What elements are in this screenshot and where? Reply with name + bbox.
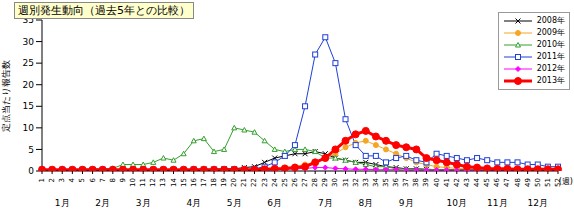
svg-text:27: 27 xyxy=(301,178,309,187)
svg-text:25: 25 xyxy=(23,58,34,68)
svg-text:15: 15 xyxy=(180,178,188,187)
svg-text:6月: 6月 xyxy=(267,198,282,208)
svg-text:24: 24 xyxy=(271,177,279,186)
svg-text:41: 41 xyxy=(443,178,451,187)
svg-text:28: 28 xyxy=(311,178,319,187)
svg-text:8: 8 xyxy=(109,178,117,182)
svg-text:5: 5 xyxy=(78,178,86,182)
svg-text:16: 16 xyxy=(190,177,198,186)
svg-text:47: 47 xyxy=(503,178,511,187)
svg-text:39: 39 xyxy=(422,178,430,187)
svg-text:0: 0 xyxy=(28,166,34,176)
svg-text:8月: 8月 xyxy=(358,198,373,208)
svg-text:12月: 12月 xyxy=(528,198,548,208)
svg-text:25: 25 xyxy=(281,178,289,187)
svg-text:40: 40 xyxy=(433,178,441,187)
svg-text:49: 49 xyxy=(524,178,532,187)
svg-text:18: 18 xyxy=(210,178,218,187)
svg-text:13: 13 xyxy=(159,178,167,187)
svg-text:10: 10 xyxy=(129,178,137,187)
svg-text:26: 26 xyxy=(291,177,299,186)
svg-text:29: 29 xyxy=(321,178,329,187)
svg-text:36: 36 xyxy=(392,177,400,186)
svg-text:50: 50 xyxy=(534,178,542,187)
svg-text:37: 37 xyxy=(402,178,410,187)
svg-text:4月: 4月 xyxy=(186,198,201,208)
svg-text:10: 10 xyxy=(23,123,35,133)
svg-text:23: 23 xyxy=(261,178,269,187)
svg-text:11月: 11月 xyxy=(487,198,507,208)
svg-text:1月: 1月 xyxy=(55,198,70,208)
svg-text:19: 19 xyxy=(220,178,228,187)
svg-text:定点当たり報告数: 定点当たり報告数 xyxy=(8,60,11,132)
svg-text:14: 14 xyxy=(170,177,178,186)
svg-text:31: 31 xyxy=(342,178,350,187)
svg-text:3月: 3月 xyxy=(136,198,151,208)
svg-text:4: 4 xyxy=(68,177,76,182)
svg-text:38: 38 xyxy=(412,178,420,187)
svg-text:44: 44 xyxy=(473,177,481,186)
svg-text:30: 30 xyxy=(23,37,35,47)
svg-text:3: 3 xyxy=(58,178,66,182)
svg-text:46: 46 xyxy=(493,177,501,186)
svg-text:33: 33 xyxy=(362,178,370,187)
svg-text:32: 32 xyxy=(352,178,360,187)
svg-text:5: 5 xyxy=(28,145,34,155)
svg-text:11: 11 xyxy=(139,178,147,187)
svg-text:1: 1 xyxy=(38,178,46,182)
svg-text:5月: 5月 xyxy=(227,198,242,208)
svg-text:10月: 10月 xyxy=(447,198,467,208)
svg-text:22: 22 xyxy=(250,178,258,187)
svg-text:34: 34 xyxy=(372,177,380,186)
svg-text:9月: 9月 xyxy=(399,198,414,208)
svg-text:2: 2 xyxy=(48,178,56,182)
svg-text:21: 21 xyxy=(240,178,248,187)
svg-text:45: 45 xyxy=(483,178,491,187)
svg-text:17: 17 xyxy=(200,178,208,187)
svg-text:35: 35 xyxy=(382,178,390,187)
svg-text:9: 9 xyxy=(119,178,127,182)
svg-text:2月: 2月 xyxy=(95,198,110,208)
svg-text:6: 6 xyxy=(89,177,97,182)
svg-text:20: 20 xyxy=(23,80,35,90)
svg-text:42: 42 xyxy=(453,178,461,187)
svg-text:30: 30 xyxy=(331,178,339,187)
svg-text:43: 43 xyxy=(463,178,471,187)
svg-text:7月: 7月 xyxy=(318,198,333,208)
svg-text:48: 48 xyxy=(514,178,522,187)
svg-text:15: 15 xyxy=(23,101,34,111)
svg-text:51: 51 xyxy=(544,178,552,187)
svg-text:7: 7 xyxy=(99,178,107,182)
svg-text:20: 20 xyxy=(230,178,238,187)
svg-text:12: 12 xyxy=(149,178,157,187)
